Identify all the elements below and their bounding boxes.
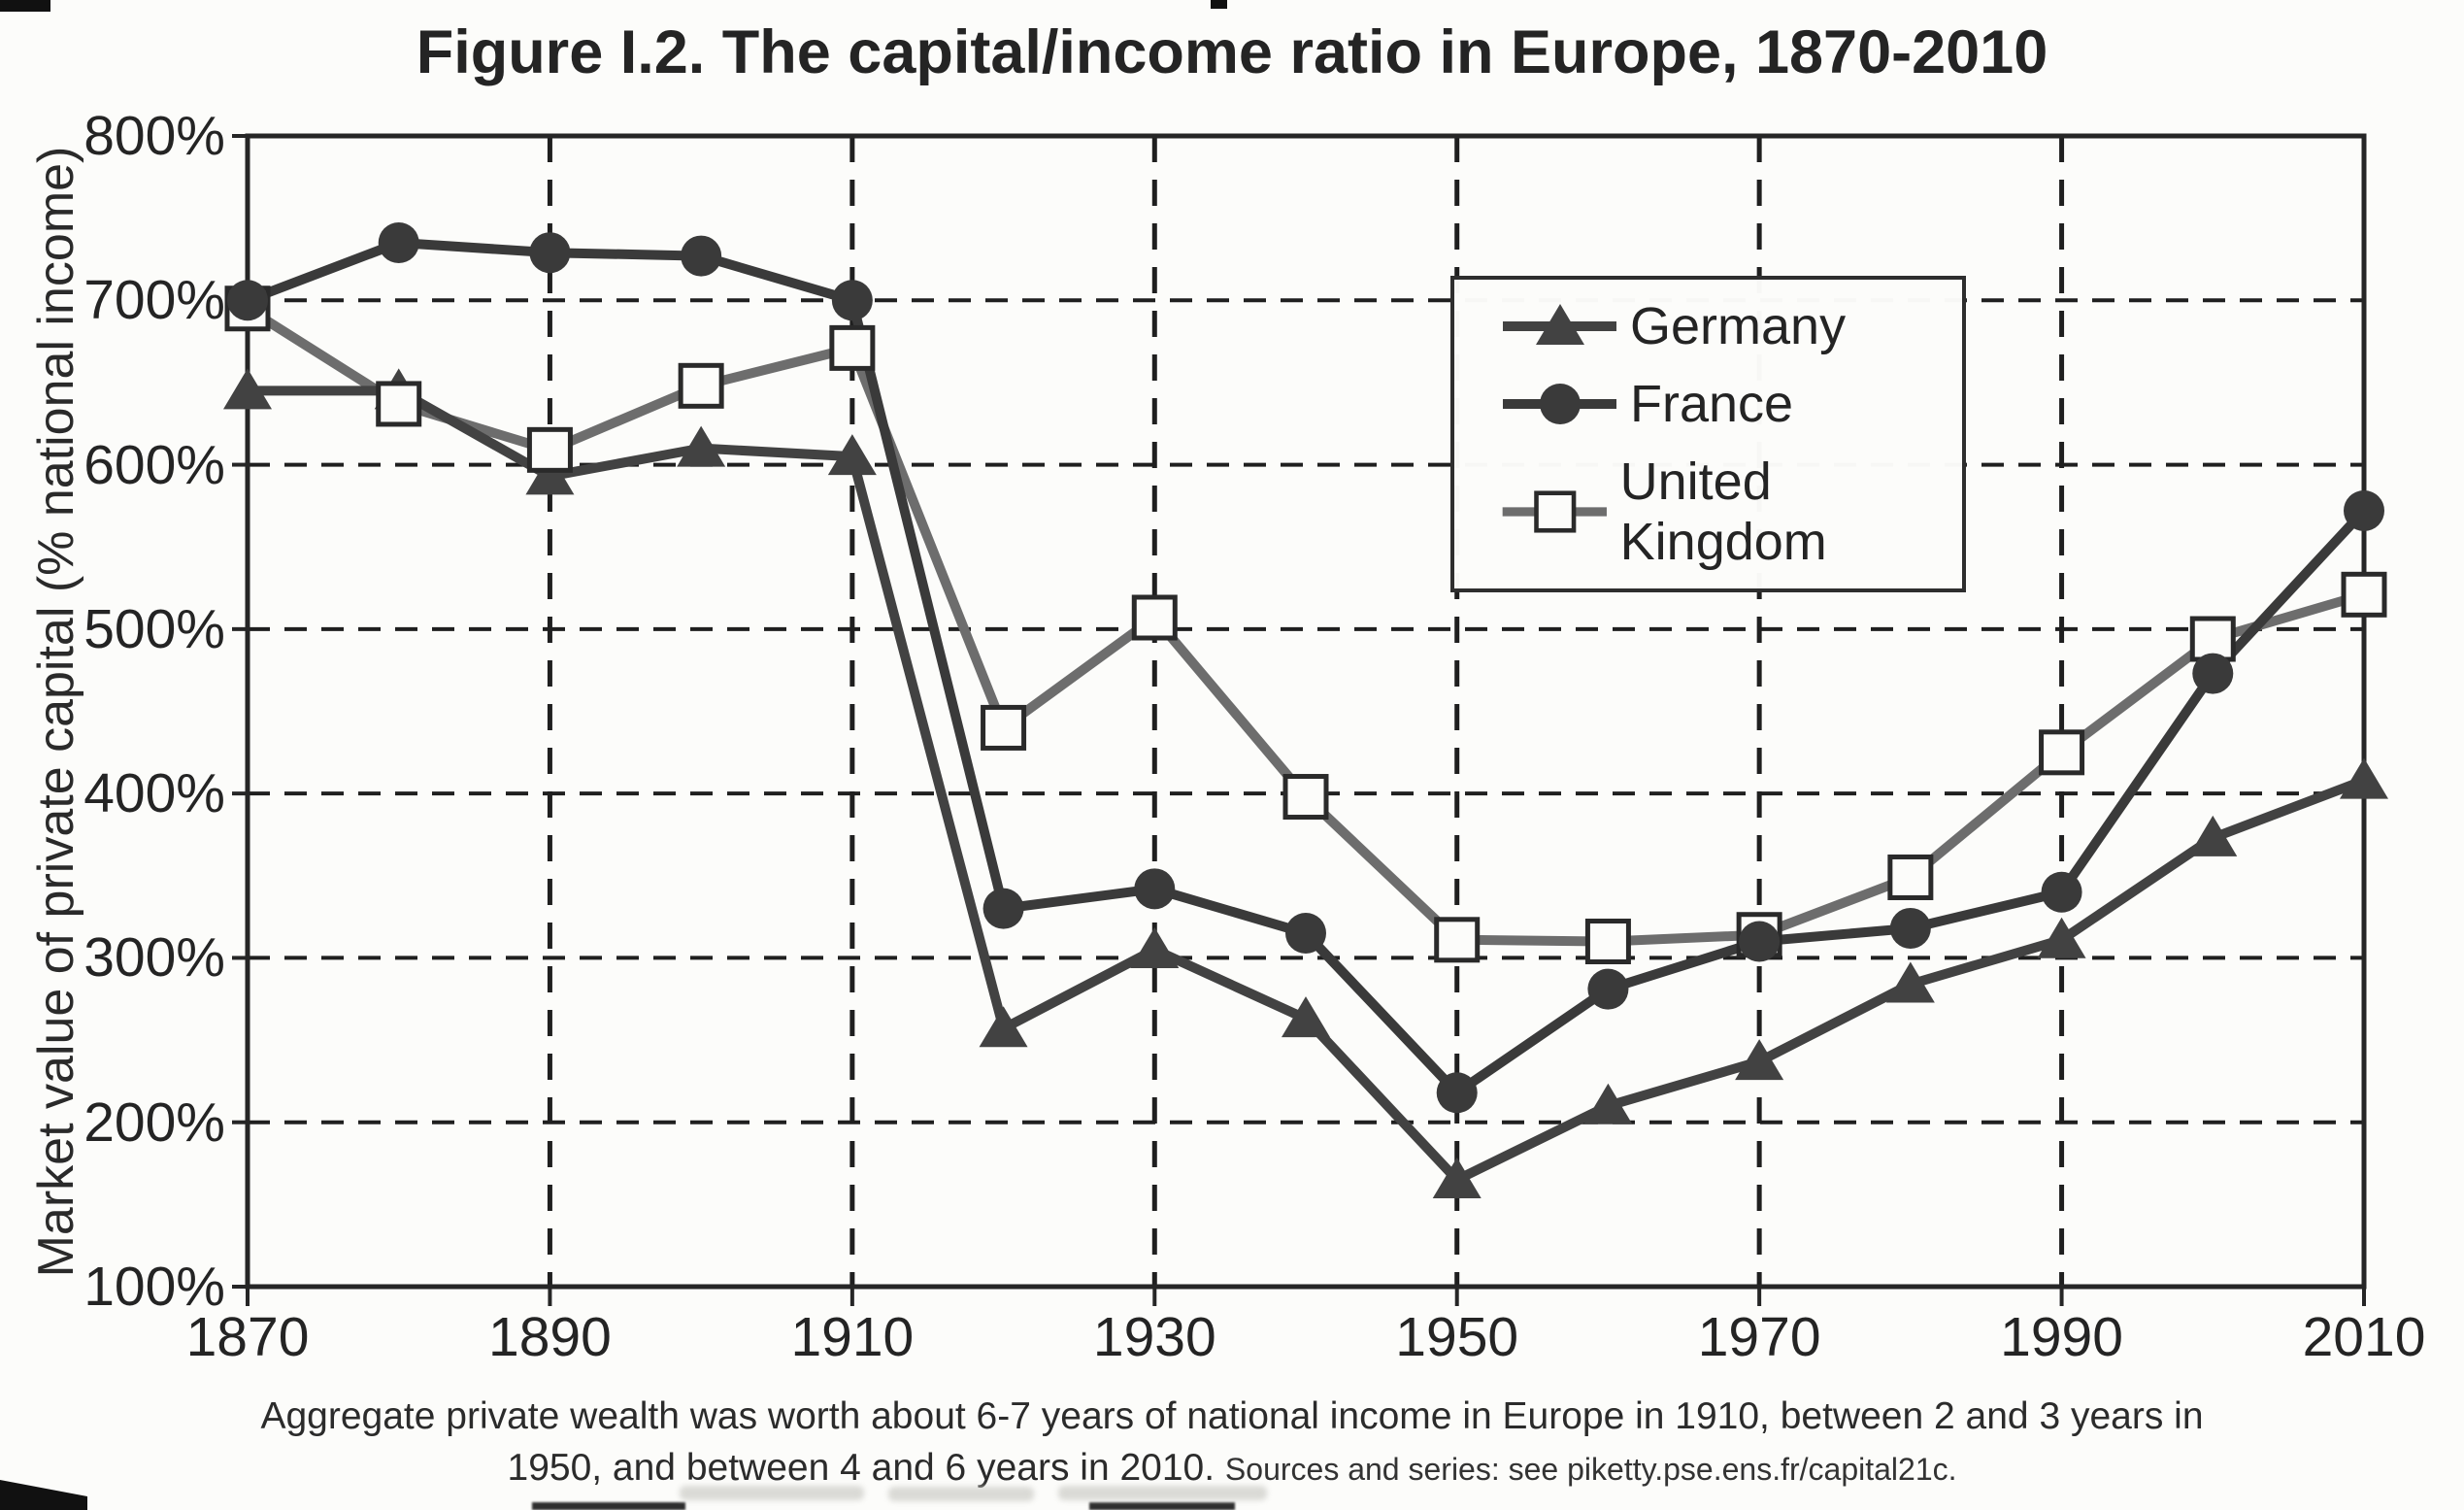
figure-caption: Aggregate private wealth was worth about… <box>213 1391 2251 1495</box>
page-bleed-ghost <box>888 1487 1034 1501</box>
data-point-germany-2000 <box>2188 815 2238 856</box>
series-line-france <box>243 238 2369 1098</box>
data-point-france-1960 <box>1587 968 1629 1010</box>
x-tick-label-1890: 1890 <box>488 1306 612 1368</box>
y-tick-label-700: 700% <box>83 269 225 332</box>
data-point-united-kingdom-1950 <box>1434 917 1481 963</box>
data-point-united-kingdom-1910 <box>829 324 876 371</box>
page-bleed-ghost <box>680 1486 864 1500</box>
data-point-germany-1990 <box>2037 917 2086 958</box>
data-point-united-kingdom-1880 <box>376 381 422 427</box>
chart-title: Figure I.2. The capital/income ratio in … <box>416 18 2048 86</box>
legend-label: Germany <box>1630 297 1847 355</box>
y-tick-label-200: 200% <box>83 1091 225 1154</box>
data-point-france-1880 <box>378 222 419 264</box>
x-tick-label-2010: 2010 <box>2302 1306 2426 1368</box>
x-tick-label-1870: 1870 <box>185 1306 310 1368</box>
data-point-germany-1890 <box>525 453 575 495</box>
data-point-germany-1940 <box>1282 996 1330 1038</box>
data-point-germany-1930 <box>1130 926 1180 968</box>
circle-legend-marker-icon <box>1503 384 1616 424</box>
scan-artifact-top-left <box>0 0 50 12</box>
legend-item-germany: Germany <box>1499 296 1962 356</box>
y-tick-label-500: 500% <box>83 597 225 660</box>
data-point-france-1920 <box>982 888 1024 929</box>
data-point-united-kingdom-1890 <box>526 426 573 473</box>
data-point-france-1900 <box>681 235 722 277</box>
y-tick-label-600: 600% <box>83 433 225 496</box>
x-tick-label-1990: 1990 <box>2000 1306 2123 1368</box>
y-tick-label-100: 100% <box>83 1256 225 1318</box>
legend-label: France <box>1630 375 1794 433</box>
data-point-germany-2010 <box>2340 757 2388 799</box>
x-tick-label-1930: 1930 <box>1092 1306 1216 1368</box>
data-point-france-2000 <box>2192 653 2234 694</box>
data-point-germany-1870 <box>223 368 272 410</box>
square-open-legend-marker-icon <box>1502 490 1607 533</box>
data-point-france-1910 <box>831 280 873 321</box>
series-line-united-kingdom <box>243 303 2369 947</box>
data-point-germany-1910 <box>827 434 877 476</box>
y-tick-label-800: 800% <box>83 105 225 167</box>
legend-item-united-kingdom: United Kingdom <box>1499 452 1962 572</box>
data-point-germany-1950 <box>1432 1157 1482 1198</box>
data-point-france-1950 <box>1436 1072 1478 1114</box>
scan-artifact-bottom-dash <box>1089 1502 1235 1510</box>
data-point-germany-1920 <box>979 1006 1028 1048</box>
x-tick-label-1950: 1950 <box>1395 1306 1519 1368</box>
scan-artifact-bottom-dash <box>532 1502 685 1510</box>
caption-sources: Sources and series: see piketty.pse.ens.… <box>1224 1452 1957 1487</box>
data-point-united-kingdom-2010 <box>2341 571 2387 618</box>
chart-legend: Germany France United Kingdom <box>1450 276 1966 592</box>
scan-artifact-top-middle <box>1211 0 1227 9</box>
page-bleed-ghost <box>1058 1486 1267 1500</box>
data-point-germany-1970 <box>1735 1039 1784 1081</box>
data-point-france-2010 <box>2344 489 2384 531</box>
legend-item-france: France <box>1499 374 1962 434</box>
data-point-france-1970 <box>1739 921 1781 962</box>
data-point-germany-1980 <box>1885 961 1935 1003</box>
data-point-france-1930 <box>1134 868 1176 910</box>
data-point-united-kingdom-1900 <box>678 362 724 409</box>
data-point-germany-1900 <box>677 425 726 467</box>
x-tick-label-1970: 1970 <box>1697 1306 1821 1368</box>
data-point-united-kingdom-1940 <box>1282 774 1329 821</box>
data-point-france-1870 <box>227 280 268 321</box>
data-point-france-1940 <box>1285 913 1326 955</box>
triangle-legend-marker-icon <box>1503 304 1616 345</box>
y-tick-label-300: 300% <box>83 926 225 990</box>
data-point-united-kingdom-1960 <box>1584 919 1631 964</box>
data-point-united-kingdom-1990 <box>2039 729 2085 776</box>
data-point-united-kingdom-1930 <box>1131 594 1178 641</box>
y-tick-label-400: 400% <box>83 762 225 825</box>
data-point-france-1890 <box>529 232 571 274</box>
caption-text: Aggregate private wealth was worth about… <box>260 1395 2204 1489</box>
data-point-united-kingdom-1980 <box>1887 854 1934 900</box>
legend-label: United Kingdom <box>1619 453 1827 571</box>
data-point-united-kingdom-2000 <box>2189 616 2236 662</box>
plot-border <box>245 133 2367 1290</box>
data-point-germany-1960 <box>1583 1083 1633 1124</box>
x-tick-label-1910: 1910 <box>790 1306 915 1368</box>
data-point-france-1990 <box>2041 871 2082 913</box>
data-point-united-kingdom-1920 <box>981 704 1027 751</box>
data-point-france-1980 <box>1889 907 1931 949</box>
